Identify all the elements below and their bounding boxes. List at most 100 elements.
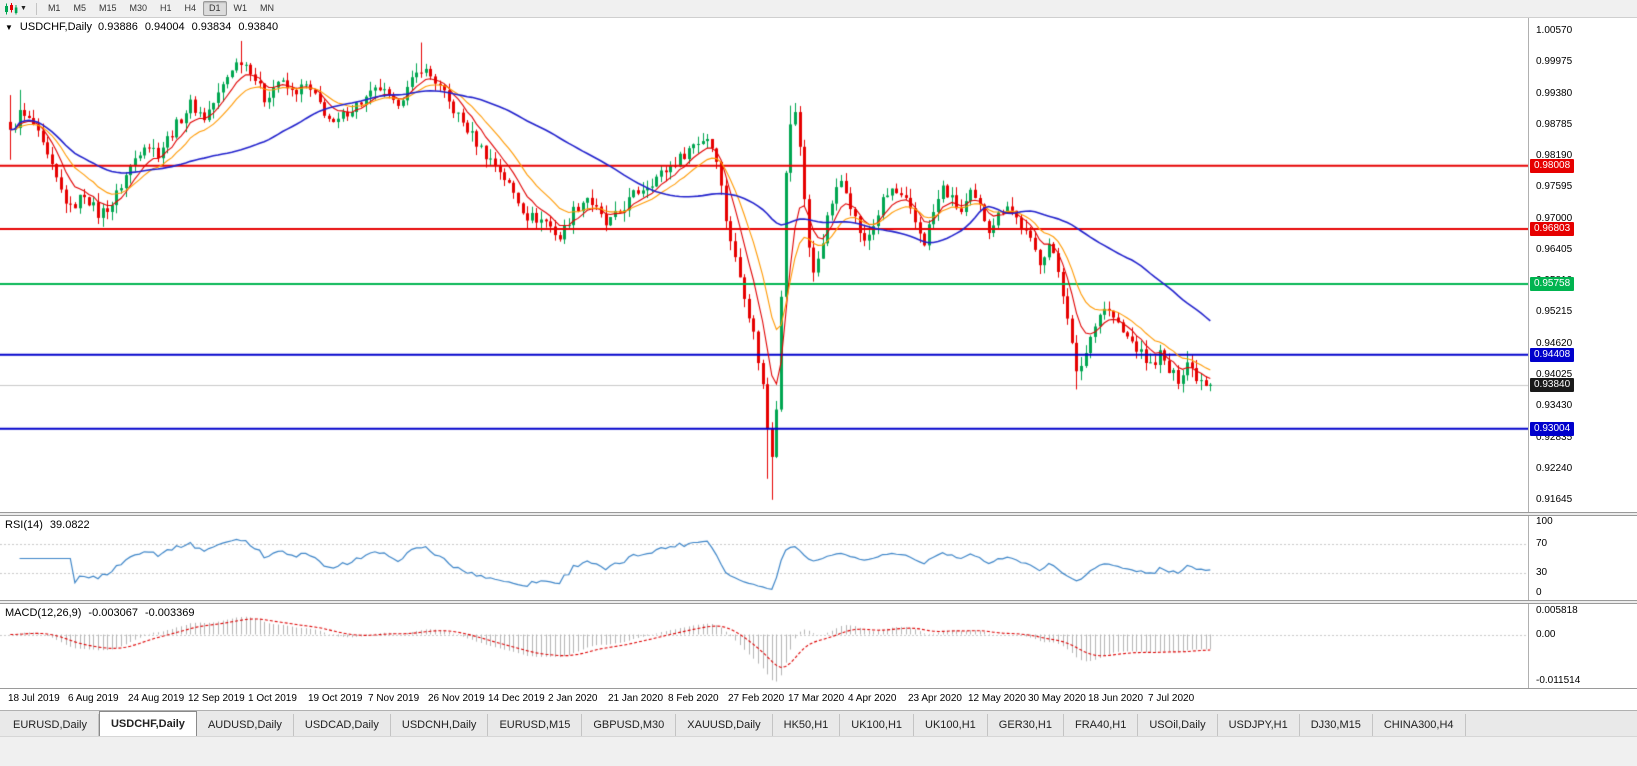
price-axis-label: 0.93430 (1536, 400, 1573, 412)
macd-axis-label: -0.011514 (1536, 675, 1581, 686)
chart-tab-usdcnh-daily[interactable]: USDCNH,Daily (391, 714, 489, 736)
date-label: 23 Apr 2020 (908, 693, 962, 704)
toolbar-separator (35, 2, 37, 15)
macd-signal-value: -0.003369 (144, 607, 195, 619)
chart-tab-usdchf-daily[interactable]: USDCHF,Daily (98, 711, 197, 736)
date-label: 14 Dec 2019 (488, 693, 545, 704)
timeframe-button-m30[interactable]: M30 (129, 3, 147, 13)
date-axis[interactable]: 18 Jul 2019 6 Aug 2019 24 Aug 2019 12 Sep 2… (0, 688, 1637, 710)
price-axis-label: 0.91645 (1536, 494, 1573, 506)
chart-tab-usoil-daily[interactable]: USOil,Daily (1138, 714, 1218, 736)
date-label: 1 Oct 2019 (248, 693, 297, 704)
chart-tab-usdcad-daily[interactable]: USDCAD,Daily (294, 714, 391, 736)
chart-dropdown-icon[interactable]: ▼ (5, 22, 13, 32)
top-toolbar: ▼ M1 M5 M15 M30 H1 H4 D1 W1 MN (0, 0, 1637, 18)
timeframe-button-m5[interactable]: M5 (73, 3, 86, 13)
rsi-axis[interactable]: 100 70 30 0 (1528, 516, 1637, 600)
price-axis-label: 0.99975 (1536, 56, 1573, 68)
chart-tab-audusd-daily[interactable]: AUDUSD,Daily (197, 714, 294, 736)
date-label: 4 Apr 2020 (848, 693, 897, 704)
rsi-header: RSI(14) 39.0822 (5, 519, 90, 531)
chart-tab-dj30-m15[interactable]: DJ30,M15 (1300, 714, 1373, 736)
chart-tab-eurusd-m15[interactable]: EURUSD,M15 (488, 714, 583, 736)
rsi-chart-canvas[interactable] (0, 516, 1528, 600)
chart-tab-gbpusd-m30[interactable]: GBPUSD,M30 (582, 714, 677, 736)
current-price-tag: 0.93840 (1530, 377, 1575, 392)
macd-axis-label: 0.005818 (1536, 605, 1578, 616)
rsi-axis-label: 100 (1536, 516, 1553, 527)
price-axis-label: 0.96405 (1536, 243, 1573, 255)
chevron-down-icon[interactable]: ▼ (20, 4, 27, 12)
candlestick-chart-icon[interactable] (4, 2, 18, 15)
price-level-tag: 0.95758 (1530, 276, 1575, 291)
date-label: 6 Aug 2019 (68, 693, 119, 704)
price-level-tag: 0.93004 (1530, 421, 1575, 436)
price-axis-label: 0.92835 (1536, 431, 1573, 443)
chart-tab-uk100-h1[interactable]: UK100,H1 (840, 714, 915, 736)
price-level-tag: 0.98008 (1530, 158, 1575, 173)
rsi-axis-label: 70 (1536, 537, 1548, 549)
chart-title: ▼ USDCHF,Daily 0.93886 0.94004 0.93834 0… (5, 21, 278, 33)
chart-tab-eurusd-daily[interactable]: EURUSD,Daily (2, 714, 99, 736)
price-axis[interactable]: 1.00570 0.99975 0.99380 0.98785 0.98190 0.975… (1528, 18, 1637, 512)
timeframe-button-d1[interactable]: D1 (203, 1, 227, 16)
date-label: 7 Nov 2019 (368, 693, 420, 704)
date-label: 19 Oct 2019 (308, 693, 363, 704)
timeframe-button-m1[interactable]: M1 (47, 3, 61, 13)
date-label: 21 Jan 2020 (608, 693, 664, 704)
chart-tab-fra40-h1[interactable]: FRA40,H1 (1064, 714, 1139, 736)
chart-high-value: 0.94004 (144, 21, 185, 33)
chart-tab-uk100-h1[interactable]: UK100,H1 (914, 714, 988, 736)
macd-main-value: -0.003067 (88, 607, 138, 619)
date-label: 26 Nov 2019 (428, 693, 485, 704)
price-axis-label: 0.95215 (1536, 306, 1573, 318)
date-label: 12 Sep 2019 (188, 693, 245, 704)
rsi-axis-label: 30 (1536, 567, 1548, 579)
chart-tab-ger30-h1[interactable]: GER30,H1 (988, 714, 1064, 736)
date-label: 18 Jul 2019 (8, 693, 60, 704)
chart-tab-china300-h4[interactable]: CHINA300,H4 (1373, 714, 1466, 736)
chart-tab-bar: EURUSD,Daily USDCHF,Daily AUDUSD,Daily USDC… (0, 710, 1637, 736)
timeframe-button-h1[interactable]: H1 (160, 3, 172, 13)
macd-axis[interactable]: 0.005818 0.00 -0.011514 (1528, 604, 1637, 688)
date-label: 27 Feb 2020 (728, 693, 785, 704)
chart-close-value: 0.93840 (238, 21, 279, 33)
macd-label: MACD(12,26,9) (5, 607, 82, 619)
timeframe-button-mn[interactable]: MN (260, 3, 275, 13)
macd-header: MACD(12,26,9) -0.003067 -0.003369 (5, 607, 195, 619)
pane-divider[interactable] (0, 512, 1637, 516)
date-label: 18 Jun 2020 (1088, 693, 1144, 704)
chart-tab-hk50-h1[interactable]: HK50,H1 (773, 714, 841, 736)
chart-symbol-label: USDCHF,Daily (19, 21, 93, 33)
date-label: 24 Aug 2019 (128, 693, 185, 704)
rsi-axis-label: 0 (1536, 587, 1542, 598)
price-level-tag: 0.96803 (1530, 221, 1575, 236)
chart-tab-usdjpy-h1[interactable]: USDJPY,H1 (1218, 714, 1300, 736)
date-label: 30 May 2020 (1028, 693, 1086, 704)
date-label: 2 Jan 2020 (548, 693, 598, 704)
date-label: 7 Jul 2020 (1148, 693, 1195, 704)
timeframe-button-m15[interactable]: M15 (98, 3, 117, 13)
date-label: 17 Mar 2020 (788, 693, 845, 704)
price-axis-label: 0.98190 (1536, 150, 1573, 162)
price-axis-label: 0.98785 (1536, 118, 1573, 130)
macd-chart-canvas[interactable] (0, 604, 1528, 688)
chart-open-value: 0.93886 (98, 21, 138, 33)
price-chart-canvas[interactable] (0, 18, 1528, 512)
price-axis-label: 1.00570 (1536, 24, 1573, 36)
chart-workspace: 1.00570 0.99975 0.99380 0.98785 0.98190 0.975… (0, 18, 1637, 710)
price-pane[interactable]: 1.00570 0.99975 0.99380 0.98785 0.98190 0.975… (0, 18, 1637, 512)
pane-divider[interactable] (0, 600, 1637, 604)
price-axis-label: 0.92240 (1536, 462, 1573, 474)
status-bar (0, 736, 1637, 766)
timeframe-button-h4[interactable]: H4 (184, 3, 197, 13)
timeframe-button-w1[interactable]: W1 (233, 3, 248, 13)
macd-pane[interactable]: 0.005818 0.00 -0.011514 MACD(12,26,9) -0.0… (0, 604, 1637, 688)
macd-axis-label: 0.00 (1536, 628, 1556, 640)
price-axis-label: 0.97000 (1536, 212, 1573, 224)
rsi-pane[interactable]: 100 70 30 0 RSI(14) 39.0822 (0, 516, 1637, 600)
price-level-tag: 0.94408 (1530, 347, 1575, 362)
price-axis-label: 0.99380 (1536, 87, 1573, 99)
chart-low-value: 0.93834 (191, 21, 232, 33)
chart-tab-xauusd-daily[interactable]: XAUUSD,Daily (676, 714, 773, 736)
